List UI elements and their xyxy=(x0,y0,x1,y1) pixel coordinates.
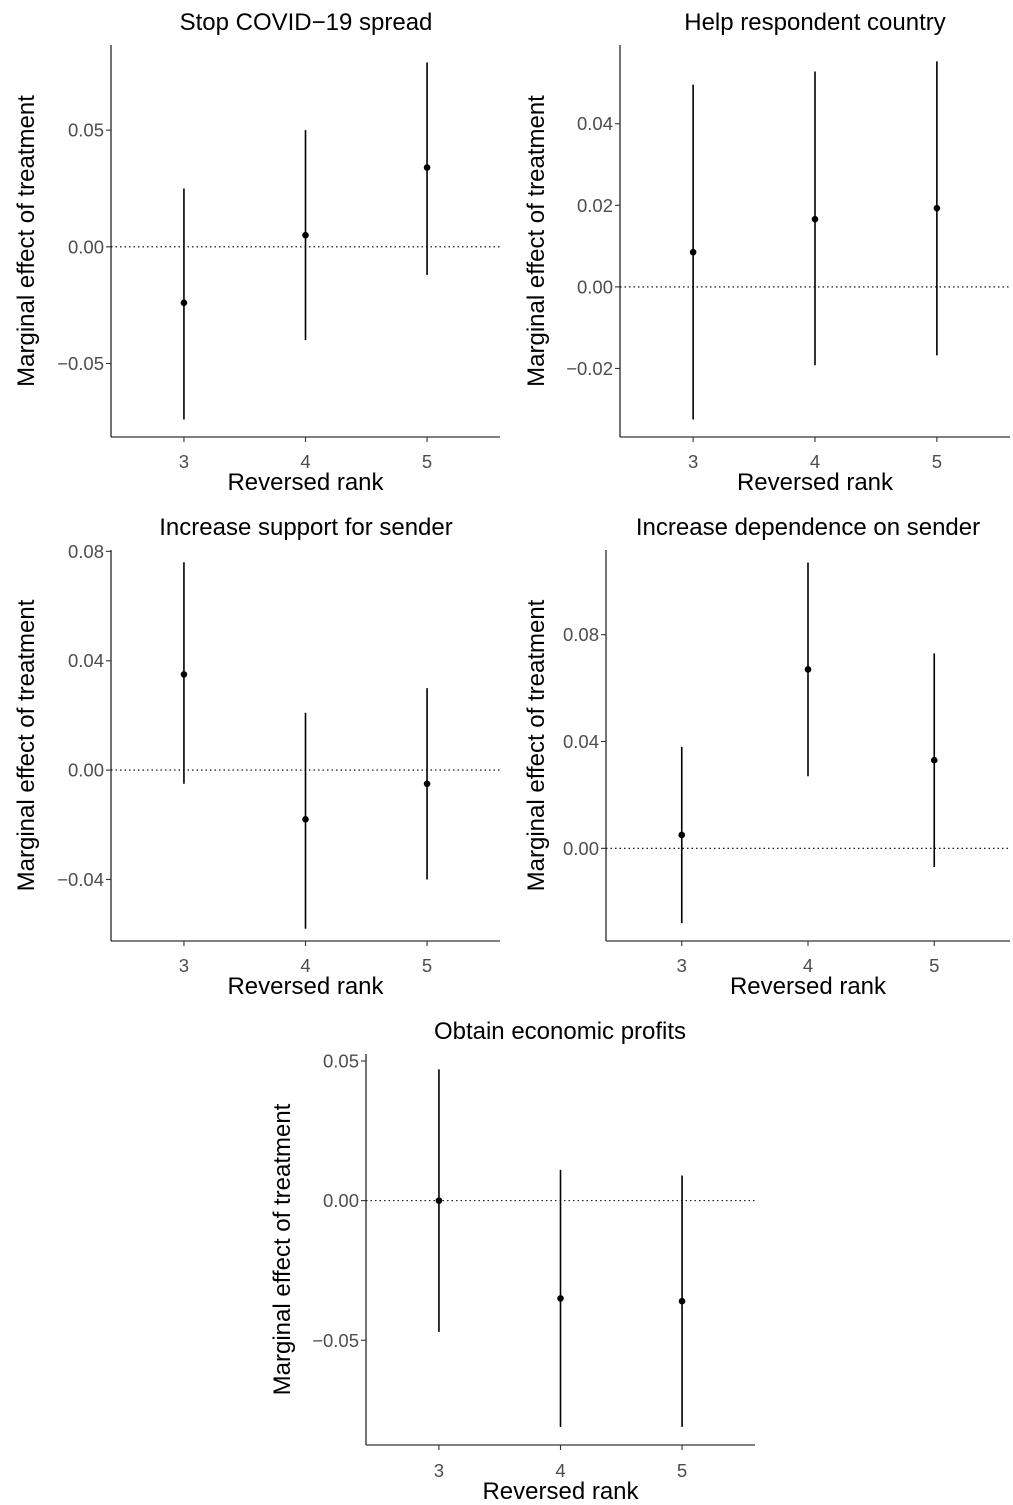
x-tick-label: 3 xyxy=(677,955,687,976)
x-tick-label: 5 xyxy=(422,451,432,472)
point-estimate xyxy=(302,816,309,823)
point-estimate xyxy=(933,204,941,212)
x-tick-label: 3 xyxy=(179,955,189,976)
x-tick-label: 3 xyxy=(688,451,698,472)
x-axis-title: Reversed rank xyxy=(482,1478,639,1505)
point-estimate xyxy=(811,215,819,223)
x-axis-title: Reversed rank xyxy=(737,469,894,496)
panel-stop-covid-spread: Stop COVID−19 spread Reversed rank Margi… xyxy=(13,9,500,496)
x-tick-label: 5 xyxy=(932,451,942,472)
y-axis-title: Marginal effect of treatment xyxy=(523,599,550,891)
y-tick-label: 0.04 xyxy=(563,731,599,752)
point-estimate xyxy=(180,671,188,678)
y-axis-title: Marginal effect of treatment xyxy=(13,95,40,387)
panel-title: Help respondent country xyxy=(684,9,946,36)
panel-title: Increase dependence on sender xyxy=(636,514,980,541)
y-tick-label: 0.08 xyxy=(563,624,599,645)
y-tick-label: 0.00 xyxy=(323,1190,359,1211)
panel-title: Stop COVID−19 spread xyxy=(180,9,433,36)
y-tick-label: 0.02 xyxy=(577,195,613,216)
y-axis-title: Marginal effect of treatment xyxy=(523,95,550,387)
point-estimate xyxy=(423,780,431,788)
y-tick-label: 0.00 xyxy=(68,236,104,257)
y-tick-label: 0.05 xyxy=(68,120,104,141)
y-tick-label: 0.04 xyxy=(68,650,104,671)
x-tick-label: 4 xyxy=(300,451,310,472)
point-estimate xyxy=(678,1297,686,1305)
x-tick-label: 4 xyxy=(803,955,813,976)
y-tick-label: 0.04 xyxy=(577,113,613,134)
panel-title: Increase support for sender xyxy=(159,514,453,541)
x-tick-label: 4 xyxy=(300,955,310,976)
y-tick-label: −0.05 xyxy=(312,1330,359,1351)
x-axis-title: Reversed rank xyxy=(730,973,887,1000)
x-tick-label: 4 xyxy=(810,451,820,472)
panel-title: Obtain economic profits xyxy=(434,1018,686,1045)
panel-increase-support-for-sender: Increase support for sender Reversed ran… xyxy=(13,514,500,1000)
point-estimate xyxy=(557,1295,564,1302)
y-tick-label: 0.00 xyxy=(577,276,613,297)
y-axis-title: Marginal effect of treatment xyxy=(269,1103,296,1395)
y-tick-label: −0.04 xyxy=(57,869,104,890)
y-tick-label: 0.08 xyxy=(68,541,104,562)
x-axis-title: Reversed rank xyxy=(227,469,384,496)
x-tick-label: 3 xyxy=(434,1460,444,1481)
panel-obtain-economic-profits: Obtain economic profits Reversed rank Ma… xyxy=(269,1018,755,1505)
y-axis-title: Marginal effect of treatment xyxy=(13,599,40,891)
x-axis-title: Reversed rank xyxy=(227,973,384,1000)
y-tick-label: 0.05 xyxy=(323,1050,359,1071)
x-tick-label: 3 xyxy=(179,451,189,472)
point-estimate xyxy=(180,299,188,307)
y-tick-label: −0.02 xyxy=(566,358,613,379)
point-estimate xyxy=(804,666,812,673)
point-estimate xyxy=(930,756,938,764)
y-tick-label: 0.00 xyxy=(68,760,104,781)
x-tick-label: 4 xyxy=(555,1460,565,1481)
point-estimate xyxy=(678,831,686,839)
y-tick-label: −0.05 xyxy=(57,353,104,374)
x-tick-label: 5 xyxy=(422,955,432,976)
x-tick-label: 5 xyxy=(929,955,939,976)
point-estimate xyxy=(302,231,309,239)
point-estimate xyxy=(689,248,697,256)
x-tick-label: 5 xyxy=(677,1460,687,1481)
point-estimate xyxy=(423,164,431,171)
point-estimate xyxy=(435,1197,443,1204)
panel-increase-dependence-on-sender: Increase dependence on sender Reversed r… xyxy=(523,514,1010,1000)
y-tick-label: 0.00 xyxy=(563,838,599,859)
panel-help-respondent-country: Help respondent country Reversed rank Ma… xyxy=(523,9,1010,496)
